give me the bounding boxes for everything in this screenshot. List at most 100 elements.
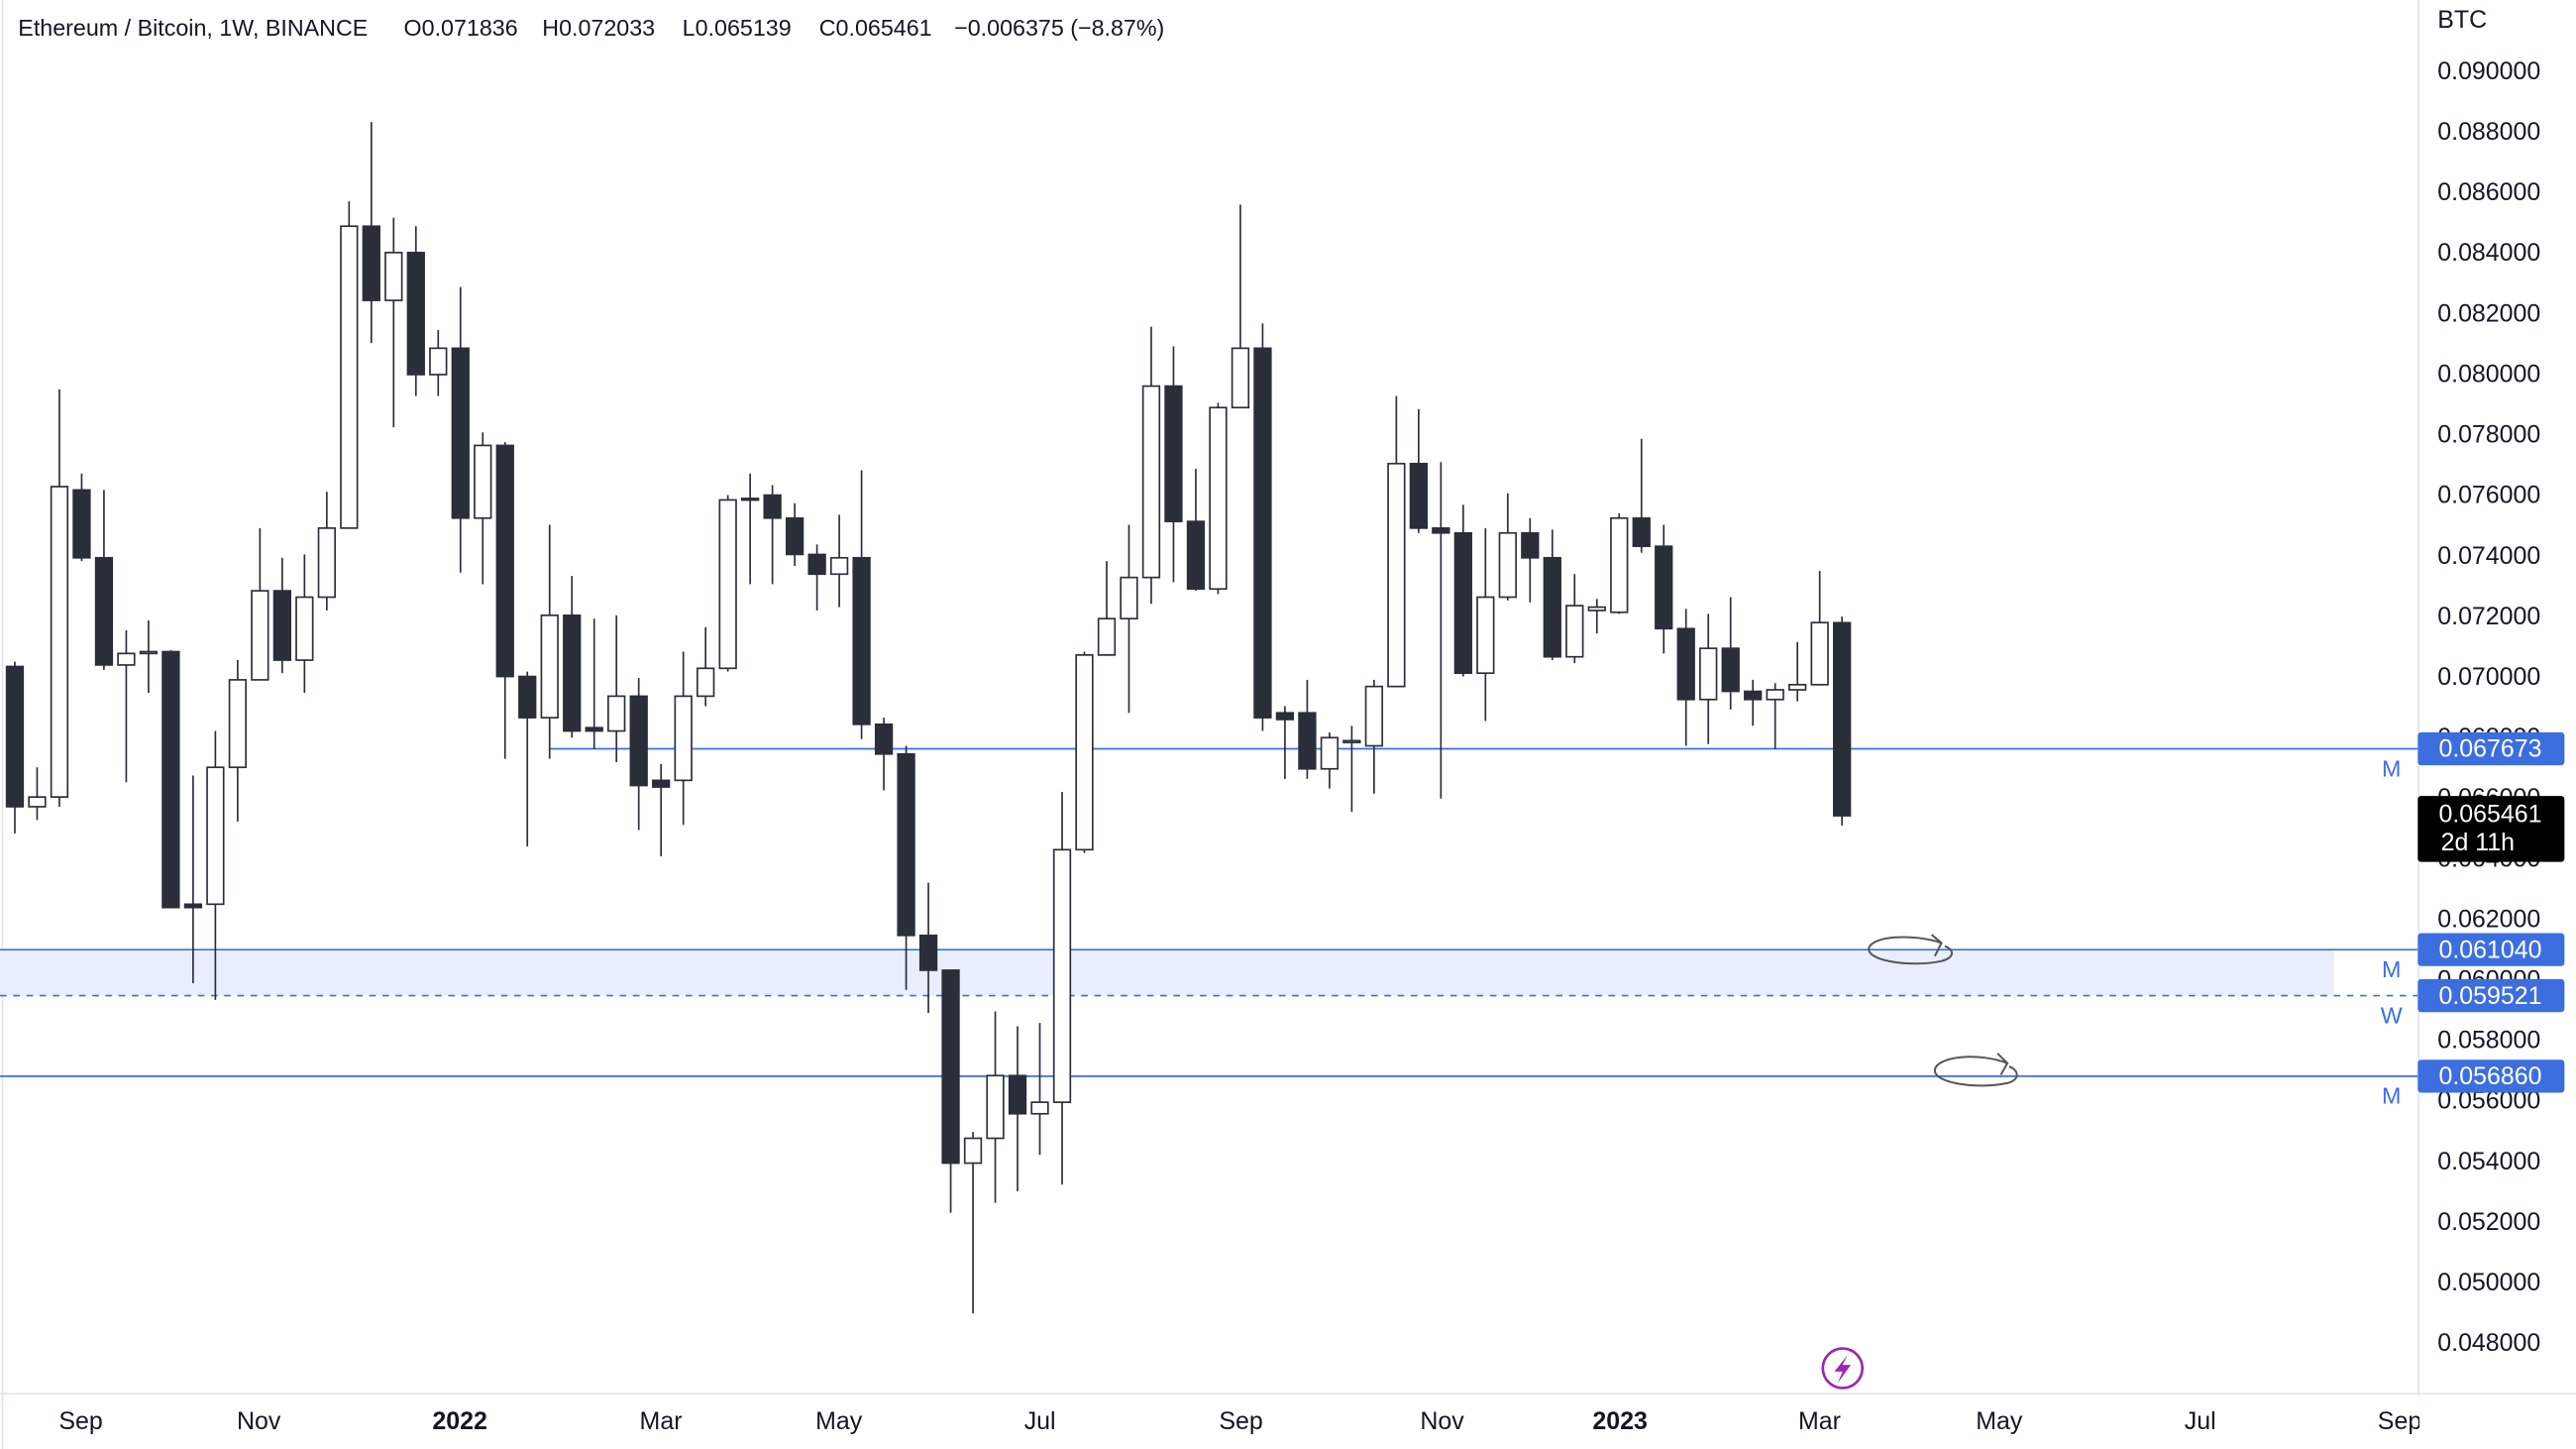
level-tag: W — [2381, 1002, 2403, 1028]
candle-body — [718, 499, 737, 670]
candle-body — [518, 675, 537, 719]
y-tick-label: 0.070000 — [2437, 663, 2540, 691]
y-tick-label: 0.048000 — [2437, 1329, 2540, 1357]
candle-body — [1565, 605, 1584, 658]
candle-body — [1498, 531, 1517, 599]
x-tick-label: May — [815, 1407, 863, 1435]
candle-body — [874, 724, 894, 755]
candle-body — [1164, 385, 1183, 522]
header-low: L0.065139 — [683, 15, 792, 41]
candle-body — [918, 934, 938, 971]
candle-body — [807, 553, 826, 576]
candle-body — [1008, 1074, 1027, 1115]
candle-body — [362, 225, 380, 301]
candle-body — [852, 556, 871, 725]
y-tick-label: 0.084000 — [2437, 239, 2540, 267]
candle-body — [1655, 545, 1673, 630]
candle-body — [1521, 531, 1540, 559]
y-tick-label: 0.058000 — [2437, 1027, 2540, 1055]
candle-body — [563, 614, 582, 732]
candle-body — [1788, 683, 1807, 691]
header-close: C0.065461 — [819, 15, 932, 41]
level-layer — [0, 747, 2418, 1077]
candle-body — [5, 665, 25, 808]
x-tick-label: 2022 — [432, 1407, 486, 1435]
candle-body — [897, 752, 915, 937]
y-tick-label: 0.062000 — [2437, 905, 2540, 933]
candle-body — [986, 1074, 1005, 1140]
candle-body — [629, 695, 648, 787]
candle-body — [1833, 621, 1852, 817]
y-tick-label: 0.090000 — [2437, 57, 2540, 85]
axis-corner — [2418, 1394, 2576, 1449]
candle-body — [1766, 689, 1784, 701]
candle-body — [1275, 712, 1295, 721]
x-tick-label: Nov — [1420, 1407, 1464, 1435]
x-tick-label: Mar — [640, 1407, 683, 1435]
level-tag: M — [2382, 956, 2401, 982]
current-price-box — [2417, 796, 2565, 862]
y-tick-label: 0.078000 — [2437, 421, 2540, 449]
candle-body — [607, 695, 626, 732]
y-tick-label: 0.052000 — [2437, 1208, 2540, 1236]
ytick-layer: 0.090000 0.088000 0.086000 0.084000 0.082000… — [2437, 57, 2540, 1357]
candle-body — [406, 251, 425, 376]
candle-body — [1387, 462, 1406, 688]
candle-body — [740, 498, 760, 502]
alert-icon-bolt — [1834, 1355, 1852, 1384]
header-open: O0.071836 — [404, 15, 518, 41]
x-tick-label: Jul — [2185, 1407, 2216, 1435]
candle-body — [1141, 385, 1161, 579]
y-tick-label: 0.080000 — [2437, 360, 2540, 388]
x-tick-label: 2023 — [1592, 1407, 1647, 1435]
zone-layer — [0, 949, 2334, 996]
candle-body — [1587, 606, 1606, 612]
candle-body — [1097, 617, 1117, 656]
candle-body — [585, 726, 603, 732]
y-tick-label: 0.086000 — [2437, 178, 2540, 206]
x-tick-label: May — [1976, 1407, 2023, 1435]
annotation-arrow-head — [1930, 934, 1943, 957]
candle-body — [429, 347, 448, 376]
candle-body — [1342, 739, 1361, 743]
candle-body — [251, 590, 269, 681]
xtick-layer: Sep Nov 2022 Mar May Jul Sep Nov 2023 Mar May Jul Se… — [58, 1407, 2421, 1435]
level-tag: M — [2382, 755, 2401, 781]
candle-body — [474, 444, 492, 519]
annotation-arrow — [1933, 1056, 2018, 1087]
candle-body — [272, 590, 292, 661]
x-tick-label: Sep — [2378, 1407, 2421, 1435]
candle-body — [1409, 462, 1428, 529]
candle-body — [1030, 1101, 1049, 1115]
candle-body — [1231, 347, 1250, 409]
candle-body — [1364, 685, 1384, 747]
symbol-title: Ethereum / Bitcoin, 1W, BINANCE — [18, 15, 368, 41]
candle-body — [697, 667, 715, 698]
level-label: 0.059521 — [2438, 982, 2541, 1010]
level-label: 0.067673 — [2438, 735, 2541, 763]
candle-body — [941, 969, 960, 1165]
x-tick-label: Jul — [1024, 1407, 1056, 1435]
candle-body — [1052, 848, 1072, 1103]
candle-body — [183, 903, 203, 909]
candle-body — [228, 679, 248, 769]
candle-body — [1476, 596, 1495, 675]
candle-body — [1543, 556, 1561, 658]
y-tick-label: 0.082000 — [2437, 299, 2540, 327]
y-tick-label: 0.074000 — [2437, 542, 2540, 570]
candle-body — [28, 796, 47, 808]
zone — [0, 949, 2334, 996]
candle-body — [1632, 516, 1651, 548]
candle-body — [1744, 690, 1763, 701]
candle-layer — [5, 122, 1852, 1314]
candle-body — [495, 444, 514, 678]
candle-body — [451, 347, 470, 519]
y-tick-label: 0.076000 — [2437, 482, 2540, 509]
candle-body — [540, 614, 559, 719]
y-tick-label: 0.088000 — [2437, 118, 2540, 146]
header-high: H0.072033 — [542, 15, 655, 41]
candle-body — [1120, 576, 1138, 620]
level-label-box — [2417, 978, 2565, 1013]
